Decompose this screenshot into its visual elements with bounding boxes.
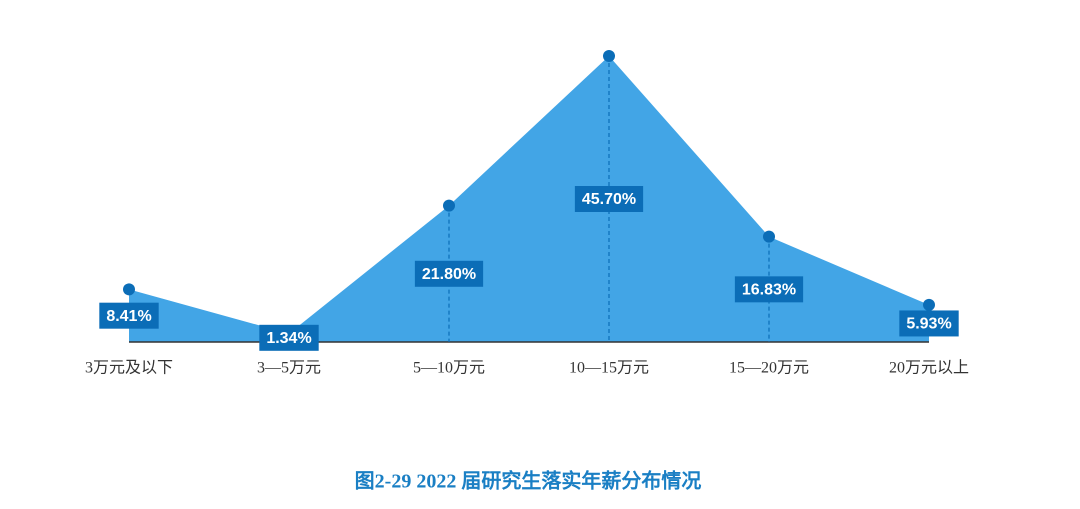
value-label: 16.83% [742,282,796,299]
value-label-box [259,324,319,351]
value-label: 1.34% [266,330,311,347]
x-tick-label: 3—5万元 [257,360,321,377]
point [443,199,455,212]
x-tick-label: 15—20万元 [729,360,809,377]
value-label-box [734,276,804,303]
value-label-box [899,310,959,337]
area [129,56,929,342]
value-label-box [414,260,484,287]
point [763,230,775,243]
x-tick-label: 3万元及以下 [85,360,173,377]
value-label-box [99,302,159,329]
point [123,283,135,296]
x-tick-label: 20万元以上 [889,359,969,377]
chart-title: 图2-29 2022 届研究生落实年薪分布情况 [355,469,702,493]
value-label: 5.93% [906,316,951,333]
x-tick-label: 10—15万元 [569,360,649,377]
value-label: 8.41% [106,308,151,325]
x-tick-label: 5—10万元 [413,360,485,377]
point [603,50,615,62]
value-label: 21.80% [422,266,476,283]
value-label-box [574,186,644,212]
value-label: 45.70% [582,191,636,208]
point [923,298,935,311]
